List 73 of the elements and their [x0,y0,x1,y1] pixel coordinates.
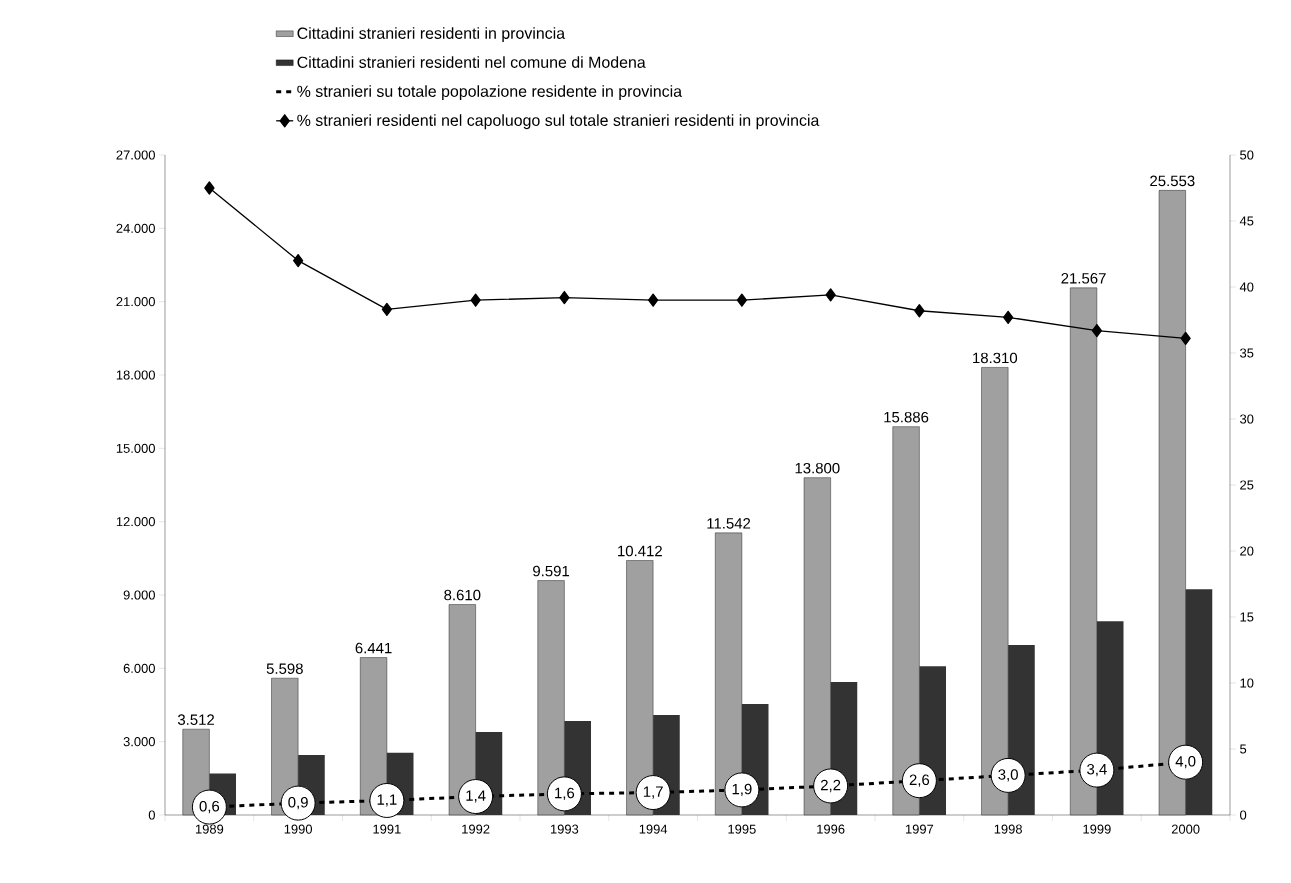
point [1002,310,1014,325]
point [647,293,659,307]
y2-tick-label: 45 [1239,216,1254,226]
data-label: 1,1 [377,794,397,807]
data-label: 9.591 [533,565,570,577]
data-label: 21.567 [1061,273,1106,284]
data-label: 1,7 [643,786,663,799]
point [470,293,481,307]
y-tick-label: 6.000 [123,663,155,673]
point [736,293,748,307]
data-label: 0,9 [288,796,308,810]
data-label: 25.553 [1150,175,1195,187]
y-tick-label: 0 [148,810,155,820]
y-tick-label: 3.000 [123,737,155,747]
point [1091,323,1103,338]
point [1180,331,1191,346]
legend-label: % stranieri residenti nel capoluogo sul totale stranieri residenti in provincia [297,114,820,130]
point [914,304,925,318]
data-label: 18.310 [973,352,1018,364]
data-label: 13.800 [795,462,840,474]
y-tick-label: 18.000 [116,370,155,380]
y2-tick-label: 40 [1239,282,1254,292]
legend-label: Cittadini stranieri residenti in provincia [297,27,566,43]
y2-tick-label: 15 [1240,612,1254,622]
y-tick-label: 21.000 [116,297,155,307]
data-label: 3,0 [998,769,1018,782]
data-label: 1,4 [466,790,486,803]
point [559,290,570,305]
data-label: 8.610 [444,589,481,601]
data-label: 2,2 [820,779,841,793]
x-tick-label: 1997 [905,824,934,834]
y-tick-label: 12.000 [116,517,155,527]
point [292,253,304,268]
y-tick-label: 15.000 [116,443,155,453]
data-label: 3.512 [177,714,215,725]
x-tick-label: 1991 [373,824,401,834]
x-tick-label: 2000 [1171,824,1200,834]
data-label: 3,4 [1087,763,1107,777]
legend-label: % stranieri su totale popolazione residente in provincia [297,85,683,101]
y2-tick-label: 30 [1240,414,1254,424]
y2-tick-label: 25 [1240,480,1254,490]
y2-tick-label: 50 [1240,150,1254,160]
x-tick-label: 1992 [462,824,490,834]
data-label: 6.441 [355,642,392,654]
y-tick-label: 9.000 [123,590,155,600]
data-label: 15.886 [884,411,929,423]
x-tick-label: 1993 [550,824,579,834]
data-label: 5.598 [266,663,303,674]
data-label: 10.412 [618,545,662,557]
x-tick-label: 1989 [195,824,224,834]
data-label: 2,6 [909,774,930,787]
data-label: 0,6 [199,800,220,814]
point [825,288,836,302]
y2-tick-label: 20 [1240,546,1254,556]
point [204,181,215,195]
data-label: 1,9 [732,783,752,797]
x-tick-label: 1990 [284,824,313,834]
y-tick-label: 24.000 [116,223,155,233]
y2-tick-label: 10 [1240,678,1254,688]
point [381,302,393,317]
y-tick-label: 27.000 [116,150,155,160]
x-tick-label: 1995 [728,824,756,834]
data-label: 1,6 [555,787,575,801]
y2-tick-label: 0 [1240,810,1247,820]
x-tick-label: 1998 [994,824,1022,834]
x-tick-label: 1999 [1083,824,1111,834]
x-tick-label: 1994 [639,824,668,834]
legend-label: Cittadini stranieri residenti nel comune di Modena [297,56,646,68]
y2-tick-label: 35 [1240,348,1254,358]
x-tick-label: 1996 [817,824,845,834]
data-label: 4,0 [1175,756,1196,769]
data-label: 11.542 [707,518,751,529]
y2-tick-label: 5 [1240,744,1247,754]
